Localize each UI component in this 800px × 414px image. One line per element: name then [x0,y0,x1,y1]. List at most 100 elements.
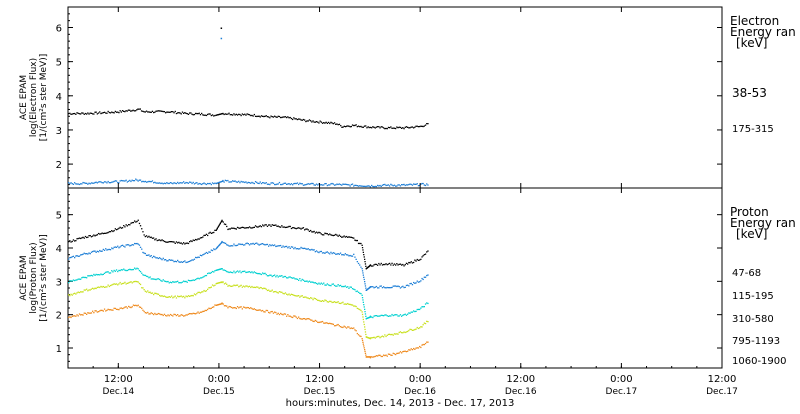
data-point [69,316,71,318]
data-point [103,111,106,113]
data-point [187,313,190,315]
data-point [247,227,249,229]
data-point [145,181,148,183]
data-point [163,240,166,243]
data-point [207,113,209,116]
data-point [80,291,82,293]
data-point [298,279,300,281]
data-point [414,183,416,185]
data-point [350,255,352,257]
data-point [204,114,206,116]
data-point [391,313,393,316]
data-point [233,113,235,115]
data-point [68,316,70,319]
data-point [94,287,96,289]
data-point [155,257,157,259]
data-point [209,307,211,310]
data-point [329,253,331,255]
data-point [356,290,358,292]
data-point [77,278,79,280]
data-point [240,272,242,274]
data-point [349,126,351,128]
data-point [298,316,300,318]
data-point [357,242,360,245]
data-point [295,118,297,120]
data-point [171,282,173,284]
data-point [361,297,364,299]
data-point [254,272,257,274]
data-point [143,181,145,183]
data-point [159,182,161,184]
data-point [190,260,192,262]
data-point [364,283,366,285]
data-point [372,185,374,188]
data-point [95,273,97,276]
data-point [165,241,167,243]
data-point [101,232,103,234]
data-point [100,181,102,183]
data-point [185,112,187,114]
data-point [172,297,174,299]
data-point [290,277,293,279]
data-point [360,309,362,312]
data-point [162,257,164,259]
data-point [147,181,149,183]
data-point [247,181,249,184]
data-point [186,296,188,298]
data-point [195,238,197,241]
data-point [264,272,266,274]
data-point [228,245,230,247]
data-point [365,333,367,336]
data-point [399,331,402,333]
data-point [272,275,275,277]
data-point [414,259,416,261]
data-point [317,232,319,234]
data-point [199,277,202,279]
data-point [385,127,387,130]
data-point [254,225,257,227]
data-point [421,182,423,185]
data-point [362,251,364,253]
data-point [360,335,362,338]
data-point [220,221,222,223]
data-point [336,324,338,326]
data-point [90,312,93,314]
data-point [375,336,378,338]
data-point [77,237,79,240]
data-point [405,284,408,287]
data-point [319,184,321,186]
data-point [347,125,349,127]
data-point [115,111,118,113]
data-point [280,183,282,186]
data-point [262,309,264,312]
data-point [414,282,416,284]
data-point [374,263,376,265]
plot-frame [67,6,723,189]
data-point [365,354,367,356]
data-point [409,349,411,351]
data-point [276,116,278,118]
data-point [331,301,333,304]
data-point [222,269,224,271]
data-point [419,281,421,283]
data-point [404,286,406,288]
data-point [268,183,270,185]
data-point [175,241,178,243]
data-point [408,183,410,186]
data-point [115,283,118,285]
data-point [403,350,405,352]
data-point [236,114,239,116]
data-point [143,274,145,276]
data-point [195,313,197,315]
data-point [183,280,185,282]
data-point [136,242,138,245]
data-point [312,182,314,185]
data-point [211,182,214,184]
data-point [213,115,215,117]
data-point [245,181,247,183]
data-point [364,350,366,353]
data-point [374,127,376,129]
data-point [259,116,261,118]
data-point [250,271,252,274]
data-point [175,297,178,299]
